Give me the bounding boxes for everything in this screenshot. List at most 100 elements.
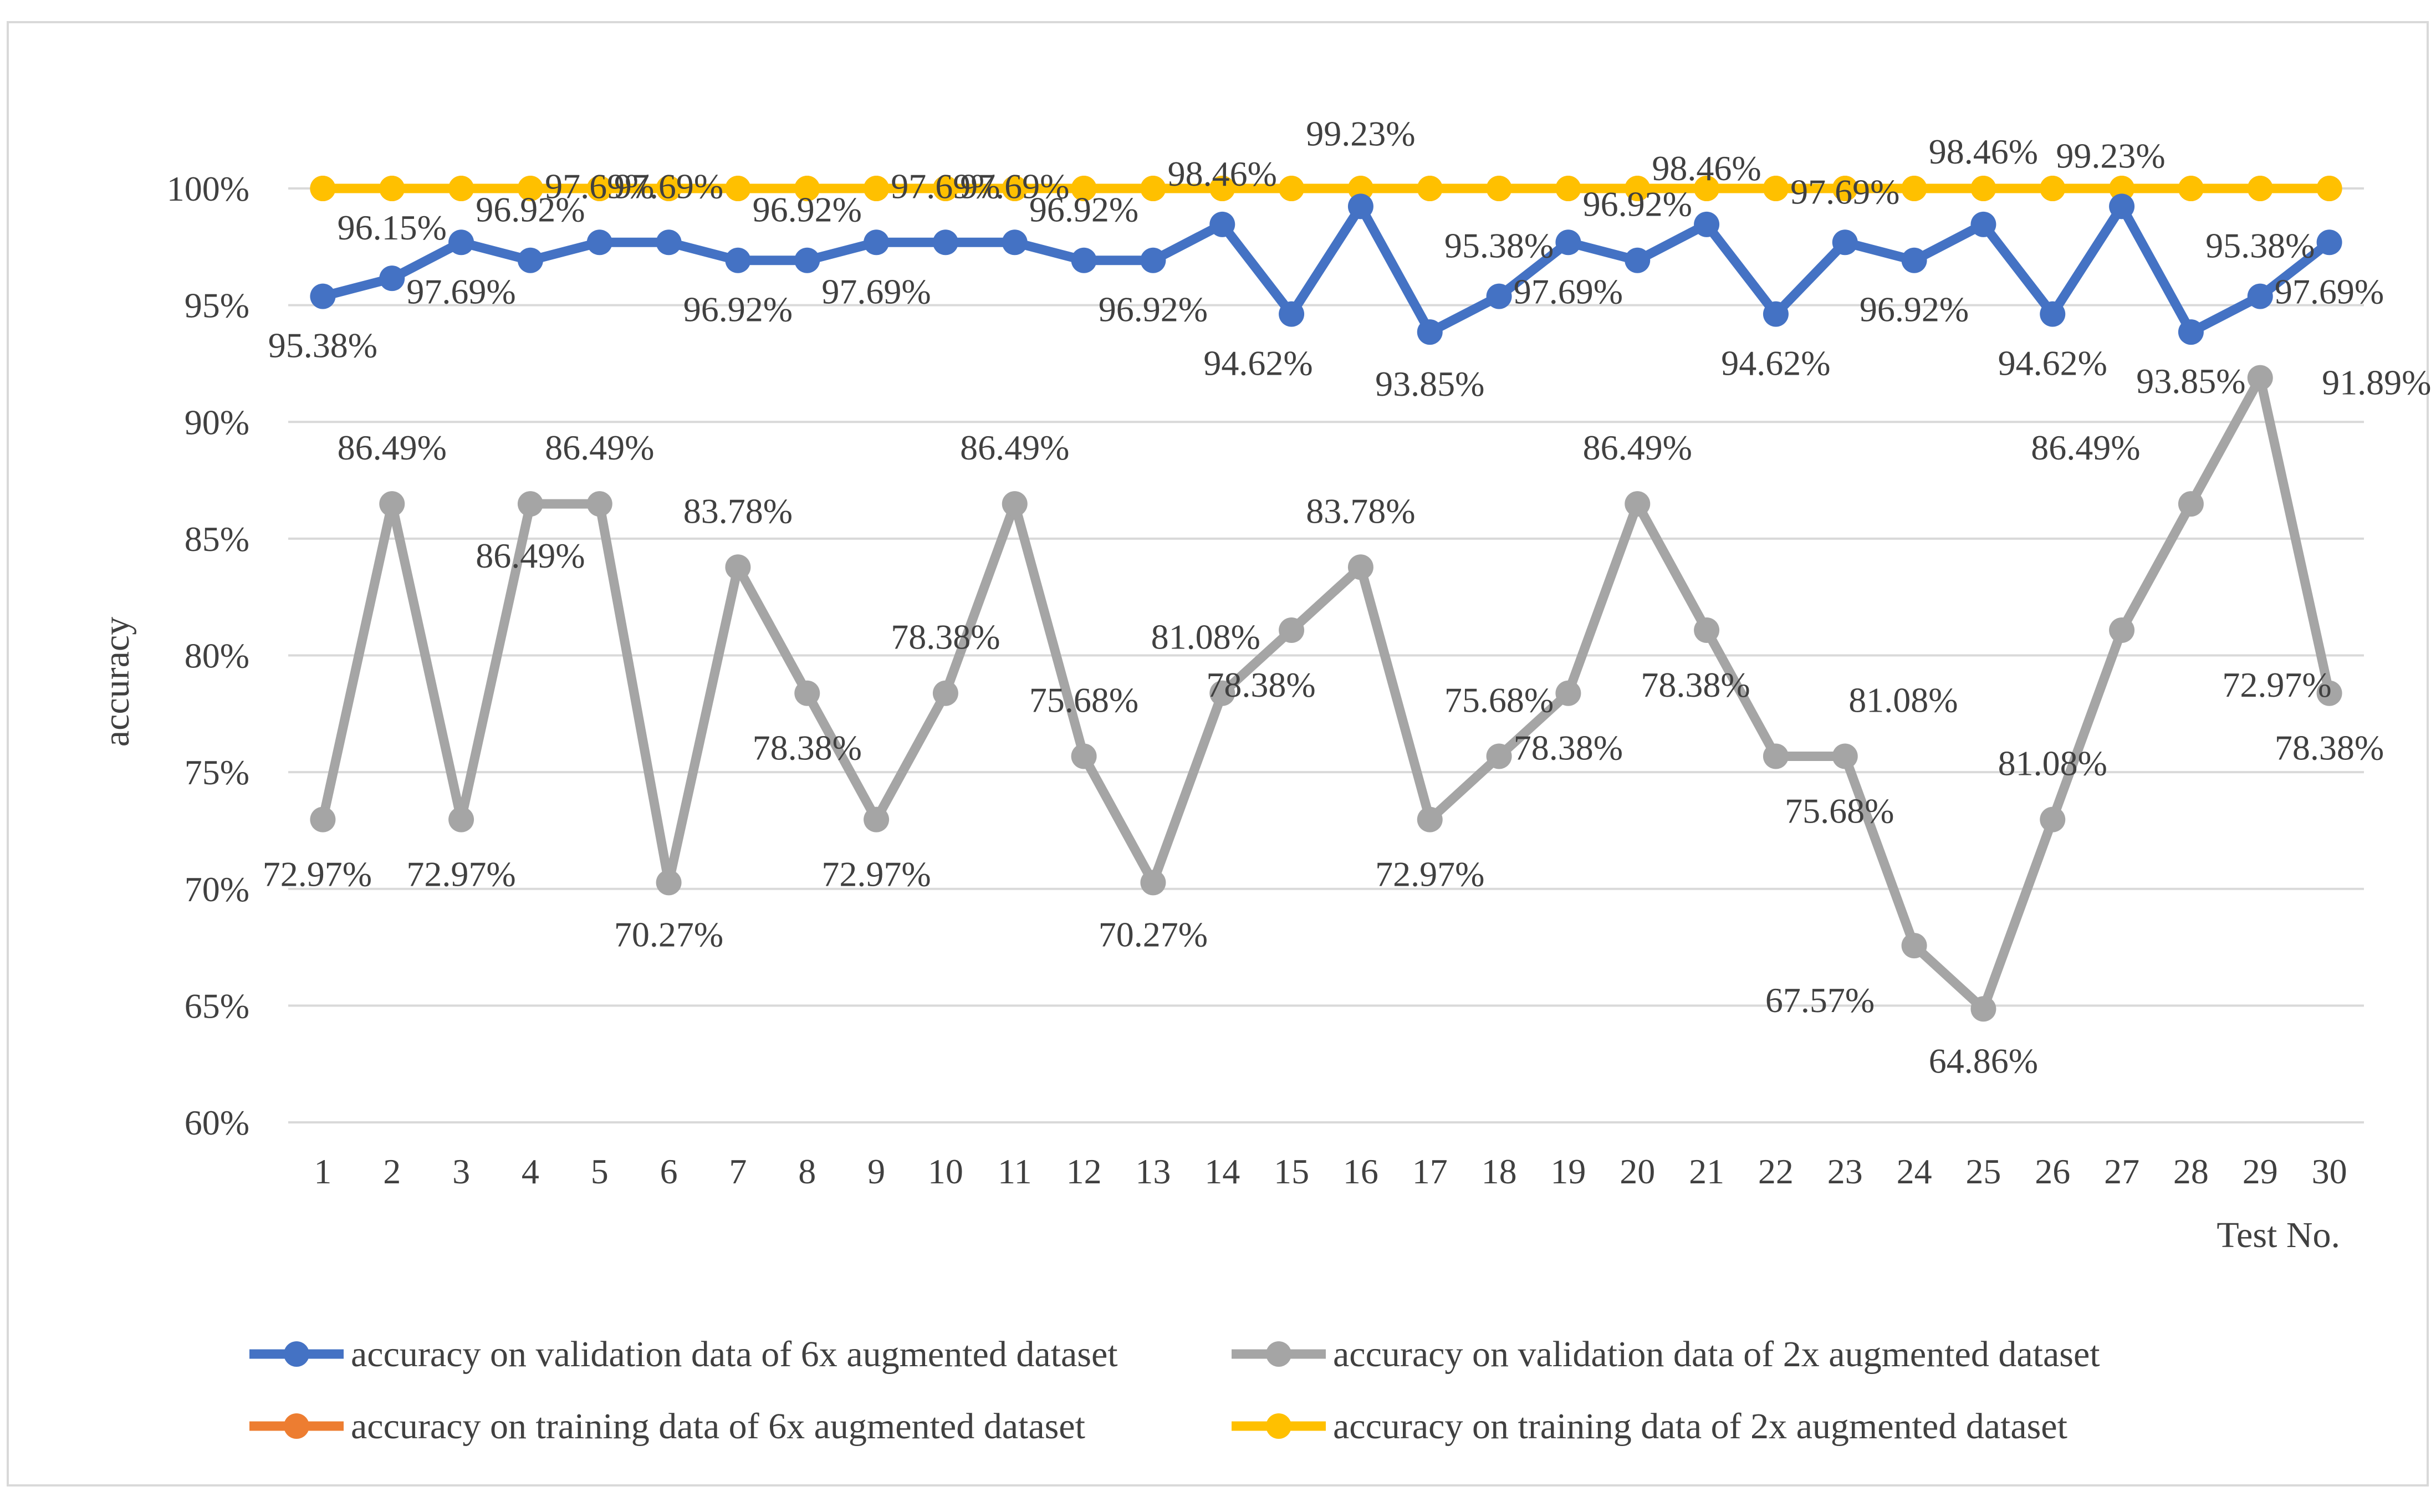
- data-point: [1279, 301, 1305, 327]
- data-point: [1970, 996, 1996, 1022]
- data-point: [517, 176, 543, 201]
- data-label: 86.49%: [1583, 428, 1692, 467]
- data-label: 67.57%: [1765, 980, 1875, 1020]
- data-point: [379, 176, 405, 201]
- y-tick-label: 80%: [185, 636, 249, 676]
- y-tick-label: 75%: [185, 753, 249, 792]
- data-point: [1763, 301, 1789, 327]
- x-tick-label: 16: [1343, 1152, 1378, 1191]
- y-tick-label: 65%: [185, 986, 249, 1025]
- x-tick-label: 5: [591, 1152, 609, 1191]
- data-point: [1071, 743, 1097, 769]
- data-point: [656, 229, 682, 256]
- x-tick-label: 3: [452, 1152, 470, 1191]
- data-point: [1486, 743, 1512, 769]
- data-point: [2040, 806, 2066, 832]
- x-axis-ticks: 1 2 3 4 5 6 7 8 9 10 11 12 13 14 15 16 17 18 19 20 21 22 23 24 2…: [314, 1152, 2347, 1191]
- data-label: 94.62%: [1203, 344, 1313, 383]
- data-point: [932, 229, 958, 256]
- legend-swatch-marker: [284, 1341, 309, 1367]
- x-tick-label: 8: [798, 1152, 816, 1191]
- data-point: [1625, 247, 1651, 273]
- data-point: [1279, 176, 1305, 201]
- data-label: 96.92%: [753, 190, 862, 229]
- y-tick-label: 95%: [185, 286, 249, 325]
- data-label: 97.69%: [821, 272, 931, 311]
- data-point: [725, 176, 751, 201]
- data-label: 96.92%: [683, 290, 793, 329]
- data-point: [310, 283, 336, 309]
- data-point: [2109, 193, 2135, 219]
- data-point: [310, 806, 336, 832]
- data-point: [725, 247, 751, 273]
- x-tick-label: 12: [1066, 1152, 1102, 1191]
- data-label: 78.38%: [2275, 728, 2384, 768]
- x-tick-label: 15: [1274, 1152, 1309, 1191]
- data-point: [1763, 176, 1789, 201]
- data-point: [2316, 680, 2342, 706]
- data-point: [2316, 229, 2342, 256]
- legend-swatch-marker: [1266, 1341, 1291, 1367]
- data-label: 99.23%: [1306, 114, 1415, 153]
- data-label: 72.97%: [2222, 665, 2331, 704]
- data-point: [2109, 176, 2135, 201]
- x-tick-label: 7: [729, 1152, 747, 1191]
- data-point: [1625, 176, 1651, 201]
- data-label: 96.15%: [338, 208, 447, 247]
- data-label: 97.69%: [406, 272, 515, 311]
- data-point: [864, 176, 890, 201]
- data-label: 96.92%: [1029, 190, 1138, 229]
- y-axis-title: accuracy: [96, 617, 137, 747]
- data-label: 93.85%: [2136, 361, 2245, 401]
- data-label: 78.38%: [1206, 665, 1315, 704]
- data-point: [310, 176, 336, 201]
- x-axis-title: Test No.: [2217, 1215, 2340, 1255]
- data-point: [1901, 176, 1927, 201]
- data-label: 97.69%: [2275, 272, 2384, 311]
- data-point: [1694, 211, 1720, 237]
- x-tick-label: 10: [928, 1152, 963, 1191]
- data-label: 78.38%: [1514, 728, 1623, 768]
- data-label: 70.27%: [614, 915, 723, 954]
- x-tick-label: 19: [1550, 1152, 1586, 1191]
- x-tick-label: 23: [1827, 1152, 1863, 1191]
- data-point: [725, 554, 751, 580]
- legend-label: accuracy on validation data of 2x augmen…: [1333, 1334, 2100, 1375]
- data-label: 98.46%: [1168, 154, 1277, 193]
- legend-label: accuracy on training data of 2x augmente…: [1333, 1406, 2067, 1447]
- data-point: [448, 176, 474, 201]
- data-label: 96.92%: [476, 190, 585, 229]
- x-tick-label: 20: [1620, 1152, 1655, 1191]
- data-label: 98.46%: [1652, 149, 1761, 188]
- data-point: [379, 265, 405, 292]
- data-point: [794, 247, 820, 273]
- data-label: 70.27%: [1099, 915, 1208, 954]
- x-tick-label: 24: [1897, 1152, 1932, 1191]
- data-point: [1555, 680, 1581, 706]
- data-point: [2178, 176, 2204, 201]
- data-point: [586, 176, 612, 201]
- data-point: [1071, 176, 1097, 201]
- x-tick-label: 2: [383, 1152, 401, 1191]
- y-tick-label: 60%: [185, 1103, 249, 1142]
- data-point: [1347, 193, 1373, 219]
- data-point: [2247, 283, 2273, 309]
- x-tick-label: 18: [1482, 1152, 1517, 1191]
- data-point: [1002, 491, 1028, 517]
- data-point: [864, 806, 890, 832]
- data-point: [1901, 247, 1927, 273]
- data-label: 86.49%: [2031, 428, 2140, 467]
- data-point: [1694, 176, 1720, 201]
- data-label: 75.68%: [1444, 680, 1554, 719]
- data-label: 81.08%: [1151, 617, 1260, 657]
- data-point: [586, 491, 612, 517]
- data-label: 86.49%: [338, 428, 447, 467]
- x-tick-label: 30: [2312, 1152, 2347, 1191]
- data-point: [932, 680, 958, 706]
- data-point: [2040, 176, 2066, 201]
- data-label: 72.97%: [1375, 855, 1484, 894]
- data-label: 96.92%: [1583, 185, 1692, 224]
- y-tick-label: 85%: [185, 519, 249, 559]
- data-labels: 95.38%96.15%97.69%96.92%97.69%97.69%96.9…: [263, 114, 2432, 1080]
